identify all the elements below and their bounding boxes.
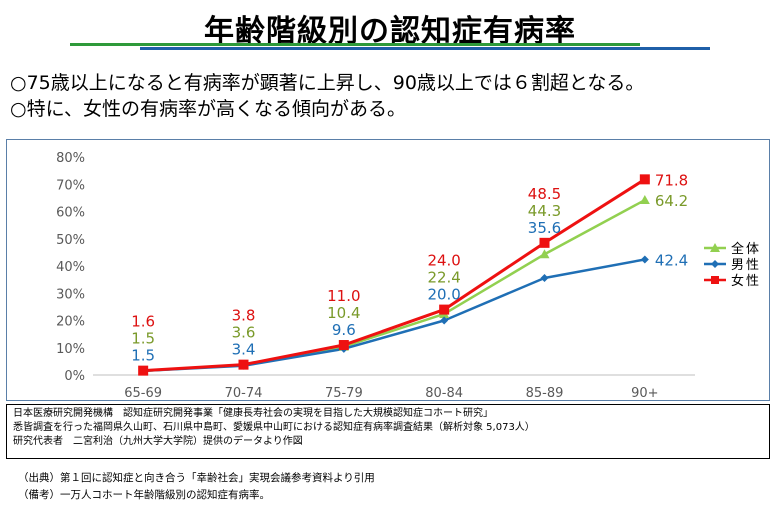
data-label-all: 64.2: [655, 192, 688, 210]
legend-label: 全体: [731, 241, 761, 257]
data-point-female: [439, 304, 450, 315]
data-label-female: 1.6: [131, 313, 155, 331]
title-underline-blue: [140, 47, 710, 50]
legend-label: 男性: [731, 258, 761, 273]
data-label-all: 1.5: [131, 330, 155, 348]
legend-marker: [710, 243, 720, 252]
data-label-male: 3.4: [232, 341, 256, 359]
source-line-2: 悉皆調査を行った福岡県久山町、石川県中島町、愛媛県中山町における認知症有病率調査…: [13, 422, 535, 433]
data-point-male: [540, 273, 549, 282]
x-tick-label: 70-74: [225, 386, 263, 400]
bullet-point-2: ○特に、女性の有病率が高くなる傾向がある。: [10, 98, 407, 120]
chart-frame: 0% 10% 20% 30% 40% 50% 60% 70% 80% 65-69 70-74 75-7…: [6, 139, 770, 401]
data-label-male: 35.6: [528, 219, 561, 237]
data-point-all: [639, 195, 650, 205]
y-tick-label: 60%: [56, 206, 85, 221]
x-tick-label: 65-69: [124, 386, 162, 400]
y-tick-label: 70%: [56, 178, 85, 193]
data-label-female: 71.8: [655, 171, 688, 189]
data-point-female: [539, 237, 550, 248]
data-label-male: 42.4: [655, 251, 688, 269]
data-label-male: 9.6: [332, 321, 356, 339]
data-label-all: 44.3: [528, 202, 561, 220]
x-tick-label: 80-84: [425, 386, 463, 400]
series-line-female: [143, 178, 646, 373]
title-underline-green: [70, 43, 640, 46]
data-point-female: [639, 174, 650, 185]
data-label-all: 10.4: [327, 304, 360, 322]
legend-marker: [711, 276, 719, 284]
source-box: 日本医療研究開発機構 認知症研究開発事業「健康長寿社会の実現を目指した大規模認知…: [6, 404, 770, 459]
data-point-all: [539, 249, 550, 259]
data-label-male: 1.5: [131, 347, 155, 365]
data-label-male: 20.0: [427, 286, 460, 304]
data-point-female: [138, 365, 149, 376]
x-tick-label: 85-89: [526, 386, 564, 400]
legend-label: 女性: [731, 273, 761, 289]
y-tick-label: 0%: [64, 369, 85, 384]
series-line-male: [143, 258, 646, 373]
y-tick-label: 20%: [56, 315, 85, 330]
note-source: （出典）第１回に認知症と向き合う「幸齢社会」実現会議参考資料より引用: [18, 472, 375, 484]
data-label-all: 22.4: [427, 269, 460, 287]
data-label-female: 11.0: [327, 287, 360, 305]
legend-marker: [711, 260, 719, 268]
y-tick-label: 10%: [56, 342, 85, 357]
data-label-female: 24.0: [427, 252, 460, 270]
bullet-point-1: ○75歳以上になると有病率が顕著に上昇し、90歳以上では６割超となる。: [10, 72, 645, 94]
y-tick-label: 30%: [56, 287, 85, 302]
y-tick-label: 50%: [56, 233, 85, 248]
data-label-all: 3.6: [232, 324, 256, 342]
prevalence-line-chart: 0% 10% 20% 30% 40% 50% 60% 70% 80% 65-69 70-74 75-7…: [56, 151, 761, 400]
data-point-male: [440, 316, 449, 325]
data-point-male: [640, 255, 649, 264]
data-label-female: 48.5: [528, 185, 561, 203]
x-tick-label: 75-79: [325, 386, 363, 400]
note-remark: （備考）一万人コホート年齢階級別の認知症有病率。: [18, 489, 270, 501]
y-tick-label: 80%: [56, 151, 85, 166]
y-tick-label: 40%: [56, 260, 85, 275]
source-line-1: 日本医療研究開発機構 認知症研究開発事業「健康長寿社会の実現を目指した大規模認知…: [13, 408, 493, 419]
data-point-female: [238, 359, 249, 370]
data-point-female: [338, 340, 349, 351]
x-tick-label: 90+: [631, 386, 658, 400]
data-label-female: 3.8: [232, 307, 256, 325]
source-line-3: 研究代表者 二宮利治（九州大学大学院）提供のデータより作図: [13, 436, 303, 447]
